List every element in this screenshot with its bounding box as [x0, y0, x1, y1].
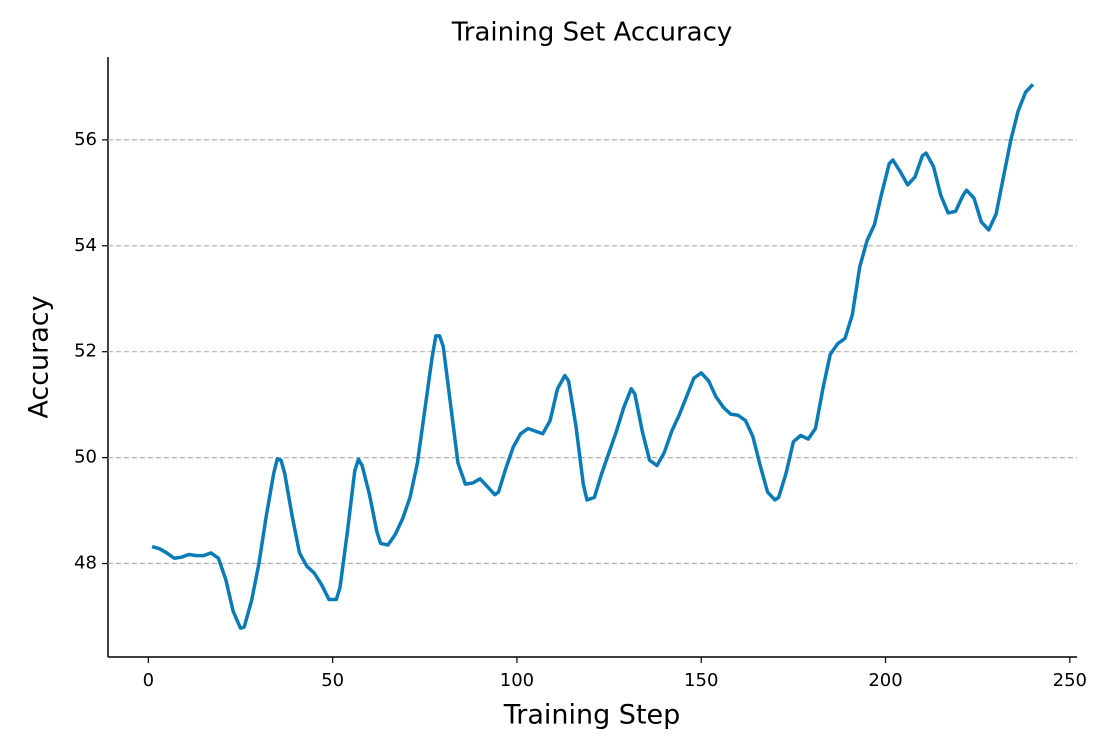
y-axis-label: Accuracy: [24, 295, 55, 418]
x-axis-label: Training Step: [503, 700, 681, 731]
chart-title: Training Set Accuracy: [451, 18, 733, 48]
x-tick-label: 50: [321, 670, 344, 691]
y-tick-label: 52: [74, 341, 97, 362]
y-tick-label: 54: [74, 235, 97, 256]
y-tick-label: 50: [74, 447, 97, 468]
x-tick-label: 200: [868, 670, 902, 691]
x-tick-label: 100: [500, 670, 534, 691]
line: [151, 83, 1035, 630]
x-tick-label: 150: [684, 670, 718, 691]
y-tick-label: 48: [74, 553, 97, 574]
y-tick-label: 56: [74, 129, 97, 150]
x-tick-label: 0: [143, 670, 154, 691]
x-tick-label: 250: [1053, 670, 1087, 691]
